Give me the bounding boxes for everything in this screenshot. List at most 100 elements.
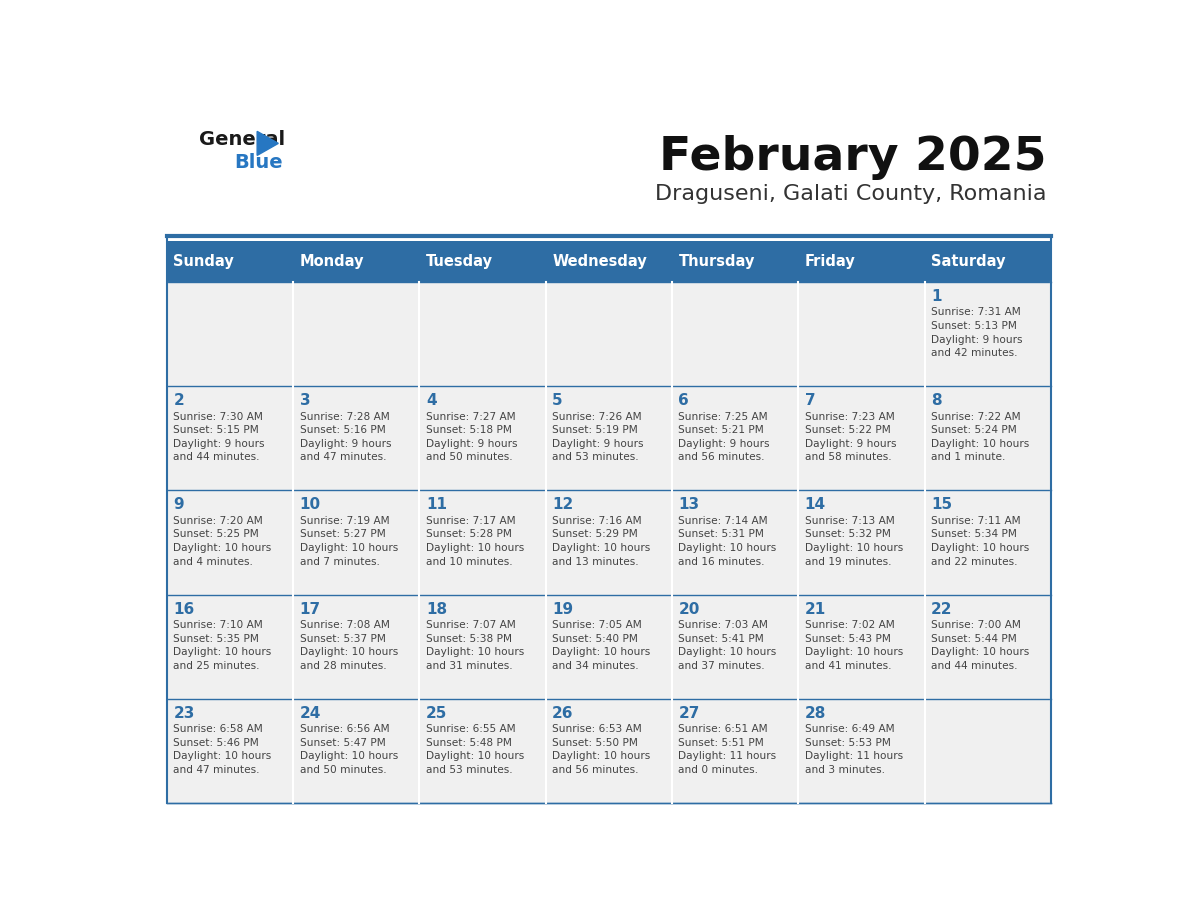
Text: Blue: Blue — [234, 152, 283, 172]
Text: Wednesday: Wednesday — [552, 254, 647, 269]
Text: 28: 28 — [804, 706, 826, 721]
Bar — [419, 595, 545, 699]
Text: Sunrise: 7:30 AM
Sunset: 5:15 PM
Daylight: 9 hours
and 44 minutes.: Sunrise: 7:30 AM Sunset: 5:15 PM Dayligh… — [173, 411, 265, 463]
Text: 15: 15 — [931, 498, 952, 512]
Bar — [166, 490, 293, 595]
Text: Monday: Monday — [299, 254, 365, 269]
Text: Draguseni, Galati County, Romania: Draguseni, Galati County, Romania — [655, 185, 1047, 205]
Bar — [419, 241, 545, 282]
Text: Sunrise: 7:14 AM
Sunset: 5:31 PM
Daylight: 10 hours
and 16 minutes.: Sunrise: 7:14 AM Sunset: 5:31 PM Dayligh… — [678, 516, 777, 566]
Text: Sunrise: 7:28 AM
Sunset: 5:16 PM
Daylight: 9 hours
and 47 minutes.: Sunrise: 7:28 AM Sunset: 5:16 PM Dayligh… — [299, 411, 391, 463]
Text: Sunrise: 7:17 AM
Sunset: 5:28 PM
Daylight: 10 hours
and 10 minutes.: Sunrise: 7:17 AM Sunset: 5:28 PM Dayligh… — [425, 516, 524, 566]
Bar — [672, 699, 798, 803]
Text: Sunrise: 7:07 AM
Sunset: 5:38 PM
Daylight: 10 hours
and 31 minutes.: Sunrise: 7:07 AM Sunset: 5:38 PM Dayligh… — [425, 620, 524, 671]
Bar — [293, 282, 419, 386]
Bar — [293, 490, 419, 595]
Bar — [924, 595, 1051, 699]
Text: Sunrise: 7:02 AM
Sunset: 5:43 PM
Daylight: 10 hours
and 41 minutes.: Sunrise: 7:02 AM Sunset: 5:43 PM Dayligh… — [804, 620, 903, 671]
Text: 20: 20 — [678, 601, 700, 617]
Text: February 2025: February 2025 — [658, 135, 1047, 180]
Bar — [545, 282, 672, 386]
Text: 9: 9 — [173, 498, 184, 512]
Text: Sunrise: 7:10 AM
Sunset: 5:35 PM
Daylight: 10 hours
and 25 minutes.: Sunrise: 7:10 AM Sunset: 5:35 PM Dayligh… — [173, 620, 272, 671]
Text: Tuesday: Tuesday — [425, 254, 493, 269]
Bar — [672, 490, 798, 595]
Text: 21: 21 — [804, 601, 826, 617]
Bar — [419, 490, 545, 595]
Text: Sunrise: 7:00 AM
Sunset: 5:44 PM
Daylight: 10 hours
and 44 minutes.: Sunrise: 7:00 AM Sunset: 5:44 PM Dayligh… — [931, 620, 1029, 671]
Bar — [798, 282, 924, 386]
Text: Sunrise: 7:05 AM
Sunset: 5:40 PM
Daylight: 10 hours
and 34 minutes.: Sunrise: 7:05 AM Sunset: 5:40 PM Dayligh… — [552, 620, 650, 671]
Bar — [293, 386, 419, 490]
Polygon shape — [257, 131, 278, 155]
Bar — [293, 595, 419, 699]
Bar — [672, 595, 798, 699]
Text: Sunrise: 7:31 AM
Sunset: 5:13 PM
Daylight: 9 hours
and 42 minutes.: Sunrise: 7:31 AM Sunset: 5:13 PM Dayligh… — [931, 308, 1023, 358]
Bar — [293, 241, 419, 282]
Text: Sunrise: 7:08 AM
Sunset: 5:37 PM
Daylight: 10 hours
and 28 minutes.: Sunrise: 7:08 AM Sunset: 5:37 PM Dayligh… — [299, 620, 398, 671]
Text: Thursday: Thursday — [678, 254, 754, 269]
Text: 23: 23 — [173, 706, 195, 721]
Bar — [924, 282, 1051, 386]
Text: 4: 4 — [425, 393, 436, 409]
Text: 2: 2 — [173, 393, 184, 409]
Bar — [798, 699, 924, 803]
Text: 1: 1 — [931, 289, 941, 304]
Text: 11: 11 — [425, 498, 447, 512]
Bar — [419, 282, 545, 386]
Text: Sunrise: 6:51 AM
Sunset: 5:51 PM
Daylight: 11 hours
and 0 minutes.: Sunrise: 6:51 AM Sunset: 5:51 PM Dayligh… — [678, 724, 777, 775]
Text: 5: 5 — [552, 393, 563, 409]
Bar — [545, 595, 672, 699]
Text: 27: 27 — [678, 706, 700, 721]
Text: General: General — [200, 130, 285, 149]
Text: Sunrise: 6:53 AM
Sunset: 5:50 PM
Daylight: 10 hours
and 56 minutes.: Sunrise: 6:53 AM Sunset: 5:50 PM Dayligh… — [552, 724, 650, 775]
Bar — [924, 241, 1051, 282]
Text: 19: 19 — [552, 601, 574, 617]
Bar — [545, 490, 672, 595]
Bar — [545, 699, 672, 803]
Text: 26: 26 — [552, 706, 574, 721]
Bar — [293, 699, 419, 803]
Text: Sunday: Sunday — [173, 254, 234, 269]
Bar — [672, 241, 798, 282]
Text: 22: 22 — [931, 601, 953, 617]
Bar — [166, 386, 293, 490]
Text: Sunrise: 6:49 AM
Sunset: 5:53 PM
Daylight: 11 hours
and 3 minutes.: Sunrise: 6:49 AM Sunset: 5:53 PM Dayligh… — [804, 724, 903, 775]
Bar — [924, 386, 1051, 490]
Text: Saturday: Saturday — [931, 254, 1005, 269]
Text: Sunrise: 6:56 AM
Sunset: 5:47 PM
Daylight: 10 hours
and 50 minutes.: Sunrise: 6:56 AM Sunset: 5:47 PM Dayligh… — [299, 724, 398, 775]
Bar — [166, 241, 293, 282]
Text: 10: 10 — [299, 498, 321, 512]
Bar — [798, 386, 924, 490]
Text: Sunrise: 7:22 AM
Sunset: 5:24 PM
Daylight: 10 hours
and 1 minute.: Sunrise: 7:22 AM Sunset: 5:24 PM Dayligh… — [931, 411, 1029, 463]
Text: Sunrise: 7:25 AM
Sunset: 5:21 PM
Daylight: 9 hours
and 56 minutes.: Sunrise: 7:25 AM Sunset: 5:21 PM Dayligh… — [678, 411, 770, 463]
Text: 8: 8 — [931, 393, 942, 409]
Bar — [672, 282, 798, 386]
Text: Sunrise: 6:58 AM
Sunset: 5:46 PM
Daylight: 10 hours
and 47 minutes.: Sunrise: 6:58 AM Sunset: 5:46 PM Dayligh… — [173, 724, 272, 775]
Bar — [672, 386, 798, 490]
Text: Sunrise: 6:55 AM
Sunset: 5:48 PM
Daylight: 10 hours
and 53 minutes.: Sunrise: 6:55 AM Sunset: 5:48 PM Dayligh… — [425, 724, 524, 775]
Text: 7: 7 — [804, 393, 815, 409]
Text: 13: 13 — [678, 498, 700, 512]
Bar — [545, 386, 672, 490]
Text: Sunrise: 7:13 AM
Sunset: 5:32 PM
Daylight: 10 hours
and 19 minutes.: Sunrise: 7:13 AM Sunset: 5:32 PM Dayligh… — [804, 516, 903, 566]
Bar — [419, 699, 545, 803]
Text: 14: 14 — [804, 498, 826, 512]
Text: Sunrise: 7:26 AM
Sunset: 5:19 PM
Daylight: 9 hours
and 53 minutes.: Sunrise: 7:26 AM Sunset: 5:19 PM Dayligh… — [552, 411, 644, 463]
Bar — [545, 241, 672, 282]
Text: Sunrise: 7:23 AM
Sunset: 5:22 PM
Daylight: 9 hours
and 58 minutes.: Sunrise: 7:23 AM Sunset: 5:22 PM Dayligh… — [804, 411, 896, 463]
Bar — [798, 241, 924, 282]
Text: Sunrise: 7:11 AM
Sunset: 5:34 PM
Daylight: 10 hours
and 22 minutes.: Sunrise: 7:11 AM Sunset: 5:34 PM Dayligh… — [931, 516, 1029, 566]
Text: 6: 6 — [678, 393, 689, 409]
Text: 25: 25 — [425, 706, 447, 721]
Bar — [166, 595, 293, 699]
Text: 24: 24 — [299, 706, 321, 721]
Bar — [166, 282, 293, 386]
Text: 3: 3 — [299, 393, 310, 409]
Bar — [798, 490, 924, 595]
Text: Sunrise: 7:03 AM
Sunset: 5:41 PM
Daylight: 10 hours
and 37 minutes.: Sunrise: 7:03 AM Sunset: 5:41 PM Dayligh… — [678, 620, 777, 671]
Text: Sunrise: 7:16 AM
Sunset: 5:29 PM
Daylight: 10 hours
and 13 minutes.: Sunrise: 7:16 AM Sunset: 5:29 PM Dayligh… — [552, 516, 650, 566]
Text: 12: 12 — [552, 498, 574, 512]
Text: Sunrise: 7:20 AM
Sunset: 5:25 PM
Daylight: 10 hours
and 4 minutes.: Sunrise: 7:20 AM Sunset: 5:25 PM Dayligh… — [173, 516, 272, 566]
Text: Friday: Friday — [804, 254, 855, 269]
